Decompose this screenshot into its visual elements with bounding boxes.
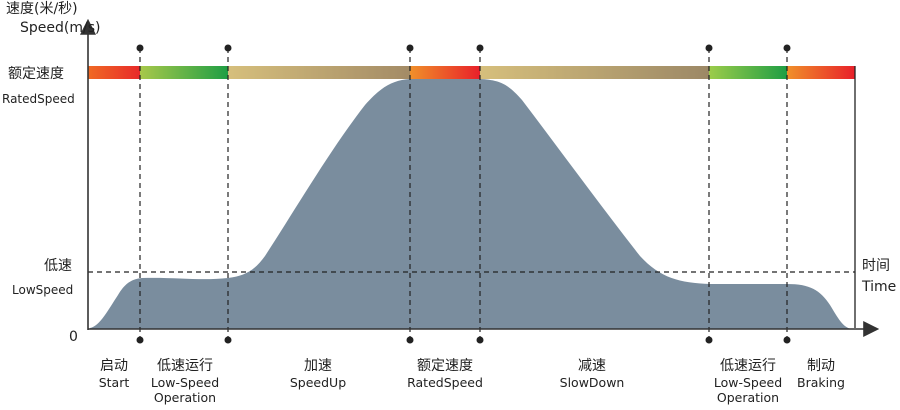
phase-label-cn: 加速 [304, 358, 332, 374]
origin-label: 0 [69, 329, 78, 345]
phase-label-cn: 额定速度 [417, 358, 473, 374]
phase-label-en: Low-Speed [713, 375, 783, 390]
phase-low-speed-1: 低速运行 Low-Speed Operation [151, 357, 219, 405]
speed-curve-area [90, 79, 852, 329]
bar-segment-low-speed-1 [140, 66, 228, 79]
bar-segment-rated [410, 66, 480, 79]
bar-segment-speed-up [228, 66, 410, 79]
phase-rated-speed: 额定速度 RatedSpeed [407, 357, 483, 390]
bar-segment-low-speed-2 [709, 66, 787, 79]
phase-dividers [139, 48, 788, 340]
rated-speed-label-en: RatedSpeed [2, 92, 75, 106]
x-axis-title-cn: 时间 [862, 258, 890, 274]
bar-segment-slow-down [480, 66, 709, 79]
x-axis-title-en: Time [862, 279, 897, 295]
phase-label-cn: 减速 [577, 358, 606, 374]
bar-segment-braking [787, 66, 855, 79]
divider-dots [136, 44, 791, 344]
phase-label-en-line2: Operation [153, 390, 217, 405]
phase-label-en: Low-Speed [150, 375, 220, 390]
phase-speed-up: 加速 SpeedUp [290, 357, 346, 390]
phase-label-en: SlowDown [559, 375, 625, 390]
low-speed-label-en: LowSpeed [12, 283, 74, 297]
phase-start: 启动 Start [99, 357, 130, 390]
y-axis-title-en: Speed(m/s) [20, 20, 101, 36]
phase-label-en: Braking [797, 375, 845, 390]
phase-label-cn: 低速运行 [720, 358, 776, 374]
phase-label-en: SpeedUp [289, 375, 347, 390]
phase-low-speed-2: 低速运行 Low-Speed Operation [714, 357, 782, 405]
phase-label-en: RatedSpeed [407, 375, 483, 390]
speed-status-bar [88, 66, 855, 79]
y-axis-title-cn: 速度(米/秒) [6, 1, 78, 17]
phase-label-en: Start [98, 375, 130, 390]
phase-label-cn: 制动 [806, 358, 835, 374]
bar-segment-start [88, 66, 140, 79]
rated-speed-label-cn: 额定速度 [8, 66, 64, 82]
phase-label-cn: 启动 [99, 358, 128, 374]
phase-braking: 制动 Braking [797, 357, 845, 390]
phase-label-cn: 低速运行 [157, 358, 213, 374]
phase-slow-down: 减速 SlowDown [560, 357, 625, 390]
phase-label-en-line2: Operation [716, 390, 780, 405]
low-speed-label-cn: 低速 [44, 258, 72, 274]
